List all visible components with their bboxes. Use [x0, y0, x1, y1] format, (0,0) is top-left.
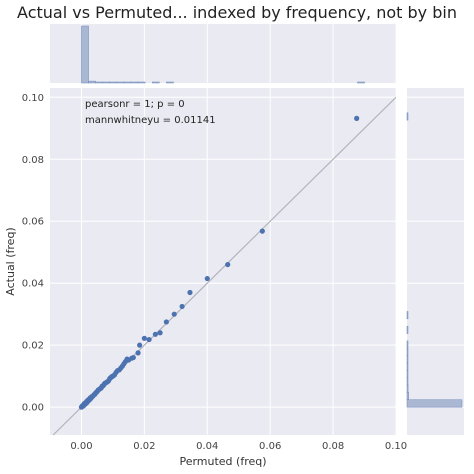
x-tick-label: 0.04 [196, 441, 218, 452]
marginal-y-bar [406, 392, 409, 401]
scatter-point [152, 331, 158, 337]
scatter-point [225, 261, 231, 268]
y-tick-label: 0.08 [22, 155, 44, 166]
scatter-point [179, 303, 185, 310]
marginal-y-histogram [406, 112, 463, 408]
marginal-x-bar [109, 81, 118, 84]
scatter-point [187, 289, 193, 296]
marginal-y-bar [406, 362, 409, 371]
marginal-x-bar [151, 81, 160, 84]
marginal-x-bar [102, 81, 111, 84]
scatter-point [135, 350, 141, 356]
marginal-x-bar [116, 81, 125, 84]
marginal-x-bar [95, 81, 103, 84]
scatter-point [130, 354, 136, 361]
x-tick-label: 0.06 [259, 441, 281, 452]
annotation-pearsonr: pearsonr = 1; p = 0 [85, 99, 185, 110]
main-plot-panel [50, 88, 396, 435]
x-tick-label: 0.10 [385, 441, 407, 452]
marginal-y-bar [406, 355, 409, 364]
marginal-y-bar [406, 348, 409, 356]
marginal-x-histogram [81, 25, 365, 84]
y-axis-label: Actual (freq) [4, 227, 17, 295]
scatter-point [259, 228, 265, 234]
marginal-x-bar [357, 81, 365, 84]
marginal-x-bar [130, 81, 139, 84]
marginal-y-bar [406, 325, 409, 334]
x-tick-label: 0.08 [322, 441, 344, 452]
scatter-point [171, 311, 177, 317]
y-tick-label: 0.00 [22, 403, 44, 414]
marginal-y-bar [406, 377, 409, 386]
chart-title: Actual vs Permuted... indexed by frequen… [17, 3, 457, 22]
y-tick-label: 0.02 [22, 341, 44, 352]
marginal-y-bar [406, 384, 409, 393]
main-grid [50, 88, 397, 435]
x-tick-label: 0.00 [70, 441, 92, 452]
scatter-point [146, 336, 152, 343]
scatter-point [163, 319, 169, 325]
marginal-x-panel [50, 24, 396, 83]
marginal-x-bar [166, 81, 174, 84]
annotation-mannwhitneyu: mannwhitneyu = 0.01141 [85, 115, 216, 126]
marginal-y-bar [406, 370, 409, 378]
scatter-point [157, 330, 163, 336]
x-tick-label: 0.02 [133, 441, 155, 452]
scatter-point [141, 335, 147, 341]
marginal-x-bar [88, 80, 96, 84]
marginal-y-bar [406, 311, 409, 320]
y-tick-label: 0.10 [22, 93, 44, 104]
y-tick-label: 0.04 [22, 279, 44, 290]
marginal-x-bar [123, 81, 132, 84]
y-tick-labels: 0.00 0.02 0.04 0.06 0.08 0.10 [22, 93, 44, 414]
x-axis-label: Permuted (freq) [179, 455, 266, 468]
marginal-x-bar [81, 25, 89, 84]
y-tick-label: 0.06 [22, 217, 44, 228]
marginal-y-bar [406, 340, 409, 349]
scatter-points [78, 115, 360, 410]
scatter-point [204, 275, 210, 282]
marginal-y-bar [406, 399, 463, 408]
marginal-y-panel [407, 88, 464, 435]
x-tick-labels: 0.00 0.02 0.04 0.06 0.08 0.10 [70, 441, 407, 452]
marginal-x-bar [137, 81, 146, 84]
scatter-point [354, 115, 360, 121]
scatter-point [137, 342, 143, 348]
marginal-y-bar [406, 112, 409, 121]
